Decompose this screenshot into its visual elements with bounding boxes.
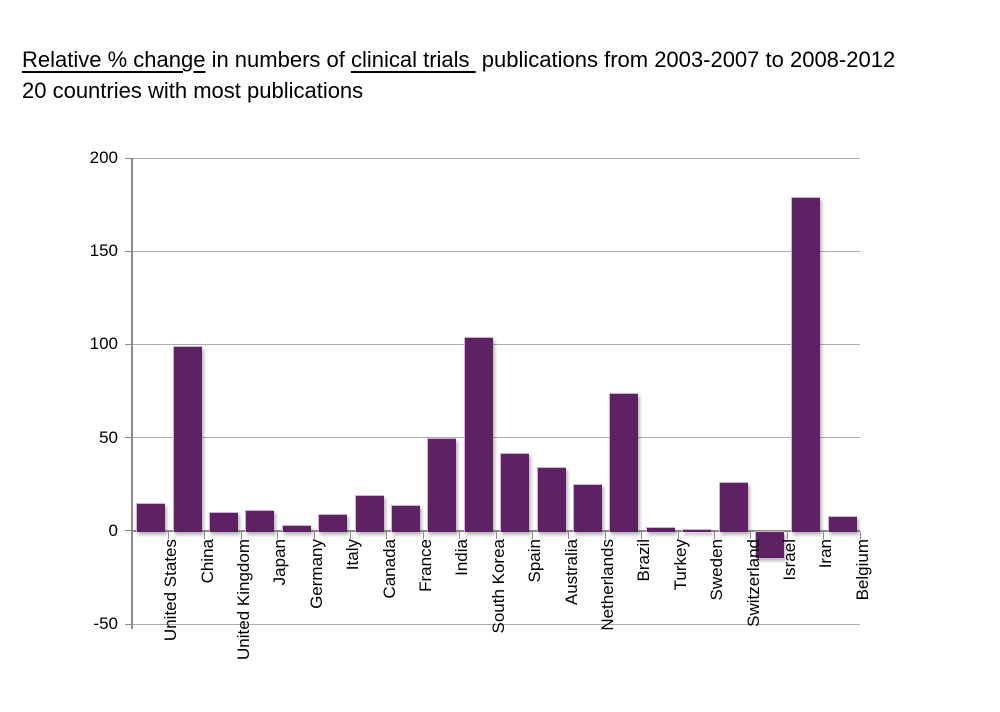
title-segment-1: in numbers of	[205, 47, 351, 72]
bar-netherlands	[573, 484, 602, 532]
gridline-50	[132, 437, 860, 439]
x-label-israel: Israel	[780, 538, 799, 581]
chart-title-line-1: Relative % change in numbers of clinical…	[22, 44, 895, 75]
bar-iran	[791, 197, 821, 532]
bar-united-kingdom	[209, 512, 238, 532]
bar-india	[427, 437, 457, 532]
bar-brazil	[609, 392, 639, 532]
bar-japan	[245, 510, 275, 532]
x-label-japan: Japan	[270, 538, 290, 586]
title-segment-2: clinical trials	[350, 47, 476, 72]
x-axis-tick-18	[786, 531, 788, 539]
bar-turkey	[645, 527, 675, 532]
x-axis-tick-0	[131, 531, 133, 539]
y-axis-label-50: 50	[99, 427, 118, 447]
x-axis-tick-4	[277, 531, 279, 539]
x-label-china: China	[197, 538, 217, 584]
chart-title-block: Relative % change in numbers of clinical…	[22, 44, 895, 106]
x-axis-tick-20	[859, 531, 861, 539]
y-axis-tick--50	[125, 623, 132, 625]
x-label-australia: Australia	[561, 538, 581, 605]
x-axis-tick-6	[349, 531, 351, 539]
gridline-150	[132, 250, 860, 252]
x-axis-tick-15	[677, 531, 679, 539]
y-axis-tick-0	[125, 530, 132, 532]
bar-switzerland	[718, 482, 748, 532]
x-axis-tick-10	[495, 531, 497, 539]
x-axis-tick-16	[713, 531, 715, 539]
x-axis-tick-1	[167, 531, 169, 539]
x-label-germany: Germany	[306, 538, 326, 609]
x-axis-tick-13	[604, 531, 606, 539]
y-axis-label-100: 100	[89, 334, 118, 354]
y-axis-line	[131, 158, 133, 629]
x-axis-tick-12	[568, 531, 570, 539]
x-axis-tick-8	[422, 531, 424, 539]
bar-china	[172, 346, 202, 532]
chart-title-line-2: 20 countries with most publications	[22, 78, 364, 103]
x-label-south-korea: South Korea	[488, 538, 508, 634]
gridline-200	[132, 157, 860, 159]
x-axis-tick-3	[240, 531, 242, 539]
x-label-netherlands: Netherlands	[598, 538, 617, 631]
bar-germany	[281, 525, 311, 532]
bar-italy	[318, 514, 348, 532]
x-label-sweden: Sweden	[707, 538, 727, 601]
gridline-100	[132, 343, 860, 345]
x-label-turkey: Turkey	[670, 538, 690, 591]
x-label-canada: Canada	[379, 538, 399, 599]
y-axis-label-150: 150	[89, 241, 118, 261]
bar-australia	[536, 467, 566, 532]
bar-south-korea	[463, 336, 493, 532]
x-label-switzerland: Switzerland	[743, 538, 763, 627]
x-label-belgium: Belgium	[852, 538, 872, 601]
y-axis-tick-150	[125, 250, 132, 252]
x-label-spain: Spain	[525, 538, 545, 583]
title-segment-0: Relative % change	[22, 47, 206, 72]
gridline--50	[132, 623, 860, 625]
y-axis-label--50: -50	[93, 614, 118, 633]
y-axis-tick-50	[125, 437, 132, 439]
x-axis-tick-11	[531, 531, 533, 539]
x-axis-tick-17	[750, 531, 752, 539]
x-axis-tick-14	[641, 531, 643, 539]
bar-sweden	[682, 528, 712, 532]
x-axis-tick-5	[313, 531, 315, 539]
x-axis-line	[132, 529, 860, 532]
x-label-france: France	[416, 538, 435, 592]
x-axis-tick-19	[823, 531, 825, 539]
y-axis-label-0: 0	[108, 520, 118, 540]
bar-canada	[354, 495, 384, 532]
y-axis-label-200: 200	[89, 148, 118, 167]
bar-united-states	[136, 502, 166, 532]
bar-spain	[500, 452, 530, 532]
x-label-united-kingdom: United Kingdom	[234, 538, 253, 660]
x-label-india: India	[452, 538, 472, 576]
bar-israel	[755, 530, 784, 558]
bar-belgium	[827, 515, 857, 532]
x-axis-tick-9	[459, 531, 461, 539]
y-axis-tick-200	[125, 157, 132, 159]
x-label-italy: Italy	[343, 538, 363, 570]
x-label-iran: Iran	[816, 538, 836, 569]
x-label-united-states: United States	[161, 538, 181, 641]
title-segment-3: publications from 2003-2007 to 2008-2012	[475, 47, 896, 72]
x-axis-tick-7	[386, 531, 388, 539]
x-label-brazil: Brazil	[634, 538, 654, 582]
x-axis-tick-2	[204, 531, 206, 539]
bar-france	[391, 504, 420, 532]
y-axis-tick-100	[125, 343, 132, 345]
